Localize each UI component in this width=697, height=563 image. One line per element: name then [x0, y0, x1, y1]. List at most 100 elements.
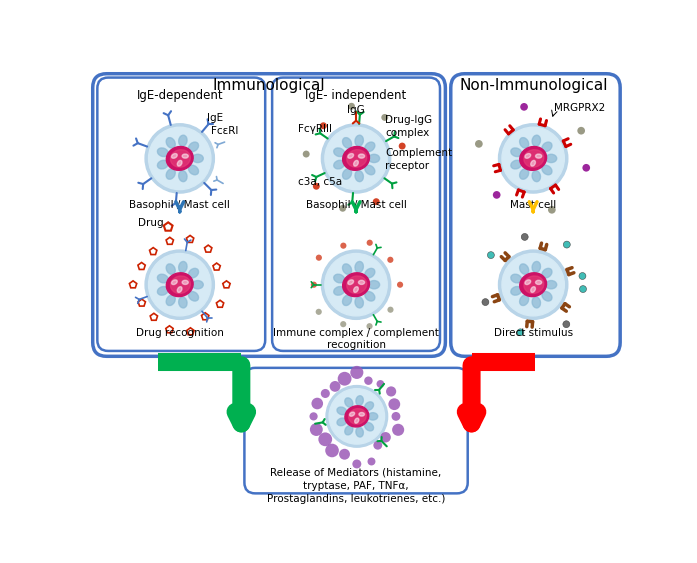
Ellipse shape — [178, 171, 187, 182]
Text: IgE- independent: IgE- independent — [305, 89, 406, 102]
Ellipse shape — [177, 160, 182, 166]
Ellipse shape — [542, 165, 552, 175]
Circle shape — [321, 250, 391, 319]
Circle shape — [502, 253, 565, 316]
Ellipse shape — [524, 276, 544, 293]
Ellipse shape — [355, 261, 363, 272]
Ellipse shape — [334, 274, 344, 283]
Ellipse shape — [178, 261, 187, 272]
Ellipse shape — [365, 165, 375, 175]
Circle shape — [148, 253, 211, 316]
Ellipse shape — [348, 409, 367, 424]
Ellipse shape — [158, 148, 168, 157]
Ellipse shape — [188, 292, 199, 301]
Circle shape — [339, 449, 350, 459]
Circle shape — [148, 127, 211, 190]
Circle shape — [145, 250, 215, 319]
Circle shape — [340, 243, 346, 249]
Ellipse shape — [368, 413, 378, 420]
Circle shape — [517, 329, 524, 336]
Circle shape — [312, 397, 323, 409]
Text: FcεRI: FcεRI — [211, 126, 238, 136]
Text: IgG: IgG — [347, 105, 365, 114]
Ellipse shape — [334, 287, 344, 295]
Ellipse shape — [188, 269, 199, 278]
Ellipse shape — [343, 146, 369, 171]
Ellipse shape — [192, 280, 204, 289]
Ellipse shape — [166, 264, 175, 274]
Circle shape — [493, 191, 500, 199]
Circle shape — [475, 140, 483, 148]
Circle shape — [325, 253, 388, 316]
Ellipse shape — [525, 280, 530, 284]
Ellipse shape — [348, 280, 353, 284]
Circle shape — [351, 366, 363, 379]
Circle shape — [487, 252, 494, 258]
Ellipse shape — [178, 135, 187, 146]
Text: Direct stimulus: Direct stimulus — [493, 328, 573, 338]
Circle shape — [302, 150, 309, 158]
Ellipse shape — [171, 280, 177, 284]
Ellipse shape — [365, 142, 375, 151]
Circle shape — [330, 381, 340, 392]
Ellipse shape — [178, 297, 187, 308]
Ellipse shape — [188, 165, 199, 175]
Ellipse shape — [532, 261, 540, 272]
Ellipse shape — [519, 264, 529, 274]
Circle shape — [319, 432, 332, 446]
Circle shape — [145, 124, 215, 193]
Ellipse shape — [524, 150, 544, 167]
Text: Complement
receptor: Complement receptor — [385, 149, 452, 171]
Ellipse shape — [347, 150, 367, 167]
Ellipse shape — [337, 407, 346, 415]
Ellipse shape — [525, 154, 530, 158]
Ellipse shape — [167, 146, 193, 171]
Ellipse shape — [355, 171, 363, 182]
Ellipse shape — [342, 137, 351, 148]
Ellipse shape — [166, 137, 175, 148]
Ellipse shape — [519, 137, 529, 148]
Ellipse shape — [353, 160, 358, 166]
Ellipse shape — [182, 280, 188, 284]
Text: MRGPRX2: MRGPRX2 — [554, 104, 605, 113]
Ellipse shape — [182, 154, 188, 158]
Circle shape — [311, 282, 317, 288]
Ellipse shape — [177, 287, 182, 292]
Ellipse shape — [530, 160, 535, 166]
Ellipse shape — [345, 406, 369, 427]
Circle shape — [388, 307, 394, 313]
Ellipse shape — [171, 150, 190, 167]
Circle shape — [348, 103, 355, 110]
Circle shape — [340, 321, 346, 327]
Circle shape — [563, 241, 570, 248]
Circle shape — [325, 127, 388, 190]
Text: Basophil / Mast cell: Basophil / Mast cell — [305, 200, 406, 210]
Circle shape — [321, 124, 391, 193]
Ellipse shape — [365, 402, 374, 410]
Circle shape — [353, 459, 361, 468]
Circle shape — [326, 386, 388, 447]
Text: c3a, c5a: c3a, c5a — [298, 177, 342, 186]
Ellipse shape — [369, 154, 380, 163]
Circle shape — [502, 127, 565, 190]
Ellipse shape — [358, 154, 365, 158]
Ellipse shape — [532, 171, 540, 182]
Ellipse shape — [542, 142, 552, 151]
Ellipse shape — [166, 295, 175, 306]
Ellipse shape — [171, 276, 190, 293]
Circle shape — [388, 398, 400, 410]
Circle shape — [548, 206, 556, 213]
Ellipse shape — [334, 160, 344, 169]
Circle shape — [339, 205, 346, 212]
Text: Basophil / Mast cell: Basophil / Mast cell — [129, 200, 230, 210]
Text: Mast cell: Mast cell — [510, 200, 556, 210]
Circle shape — [367, 323, 373, 329]
Circle shape — [320, 122, 327, 129]
Ellipse shape — [519, 169, 529, 179]
Circle shape — [367, 458, 376, 466]
Ellipse shape — [535, 154, 542, 158]
Ellipse shape — [532, 297, 540, 308]
Ellipse shape — [356, 396, 363, 405]
Circle shape — [365, 377, 373, 385]
Ellipse shape — [345, 398, 353, 407]
